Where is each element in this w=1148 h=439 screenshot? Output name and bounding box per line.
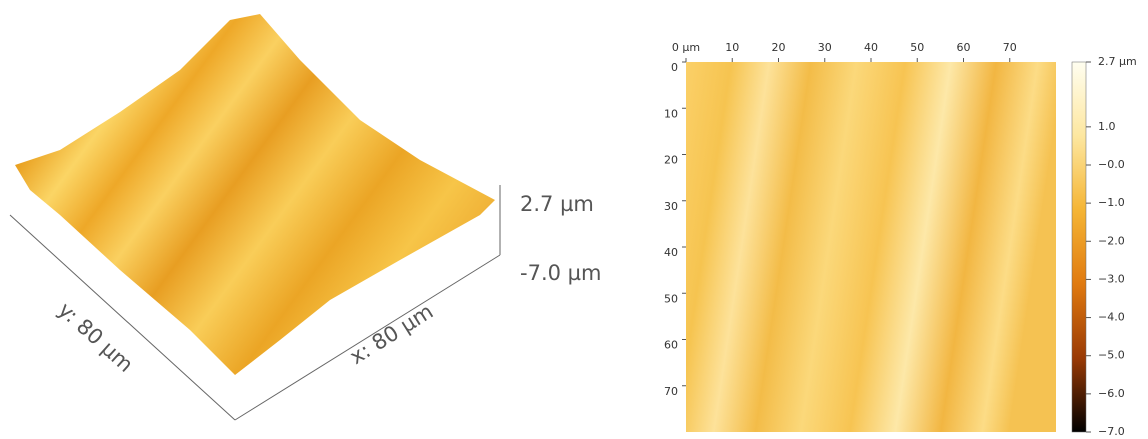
x-tick-label: 10 xyxy=(725,41,739,54)
z-max-label: 2.7 µm xyxy=(520,192,594,216)
y-tick-label: 70 xyxy=(664,385,678,398)
colorbar-tick-label: 1.0 xyxy=(1098,120,1116,133)
x-tick-label: 20 xyxy=(772,41,786,54)
colorbar-tick-label: −4.0 xyxy=(1098,311,1125,324)
x-tick-label: 40 xyxy=(864,41,878,54)
x-tick-label: 70 xyxy=(1003,41,1017,54)
y-label: y: 80 µm xyxy=(54,298,138,377)
surface xyxy=(15,14,495,375)
colorbar-tick-label: −2.0 xyxy=(1098,234,1125,247)
y-tick-label: 10 xyxy=(664,107,678,120)
x-tick-label: 0 µm xyxy=(672,41,700,54)
colorbar-tick-label: −1.0 xyxy=(1098,196,1125,209)
colorbar xyxy=(1071,61,1087,433)
colorbar-tick-label: −6.0 xyxy=(1098,387,1125,400)
x-axis xyxy=(234,254,501,421)
colorbar-tick-label: −7.0 xyxy=(1098,425,1125,435)
colorbar-tick-label: −0.0 xyxy=(1098,158,1125,171)
y-tick-label: 50 xyxy=(664,292,678,305)
y-tick-label: 30 xyxy=(664,200,678,213)
x-tick-label: 60 xyxy=(957,41,971,54)
x-label: x: 80 µm xyxy=(346,299,438,369)
colorbar-tick-label: 2.7 µm xyxy=(1098,55,1137,68)
height-map xyxy=(686,62,1056,432)
x-tick-label: 30 xyxy=(818,41,832,54)
colorbar-tick-label: −5.0 xyxy=(1098,349,1125,362)
z-min-label: -7.0 µm xyxy=(520,261,601,285)
y-tick-label: 60 xyxy=(664,339,678,352)
y-tick-label: 40 xyxy=(664,246,678,259)
y-tick-label: 0 xyxy=(671,61,678,74)
surface-3d: 2.7 µm -7.0 µm y: 80 µm x: 80 µm xyxy=(9,14,601,421)
y-axis xyxy=(9,214,236,421)
y-tick-label: 20 xyxy=(664,154,678,167)
x-tick-label: 50 xyxy=(910,41,924,54)
colorbar-tick-label: −3.0 xyxy=(1098,272,1125,285)
